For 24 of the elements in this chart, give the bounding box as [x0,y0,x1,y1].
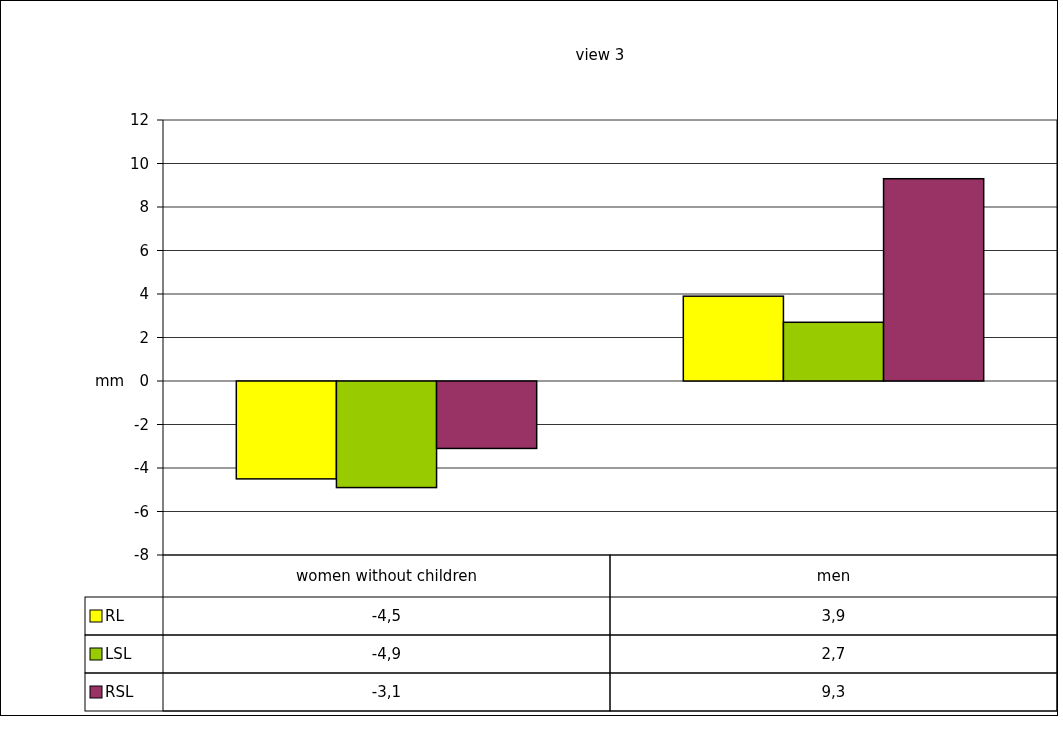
y-tick-label: 10 [129,154,149,173]
y-tick-label: -4 [134,459,149,478]
y-tick-label: 6 [139,241,149,260]
data-label: 9,3 [821,683,846,702]
y-tick-label: -8 [134,546,149,565]
y-tick-label: -2 [134,415,149,434]
y-tick-label: 12 [129,111,149,130]
y-tick-label: 4 [139,285,149,304]
legend-label: RSL [105,683,134,702]
legend-label: LSL [105,645,132,664]
data-label: -3,1 [371,683,402,702]
y-axis-title: mm [95,372,125,391]
chart-title: view 3 [575,46,625,64]
legend-label: RL [105,607,125,626]
x-tick-label: women without children [296,567,477,586]
y-tick-label: 8 [139,198,149,217]
data-label: 2,7 [821,645,846,664]
y-tick-label: 2 [139,328,149,347]
x-tick-label: men [816,567,851,586]
data-label: -4,5 [371,607,402,626]
y-tick-label: 0 [139,372,149,391]
data-label: -4,9 [371,645,402,664]
y-tick-label: -6 [134,502,149,521]
data-label: 3,9 [821,607,846,626]
